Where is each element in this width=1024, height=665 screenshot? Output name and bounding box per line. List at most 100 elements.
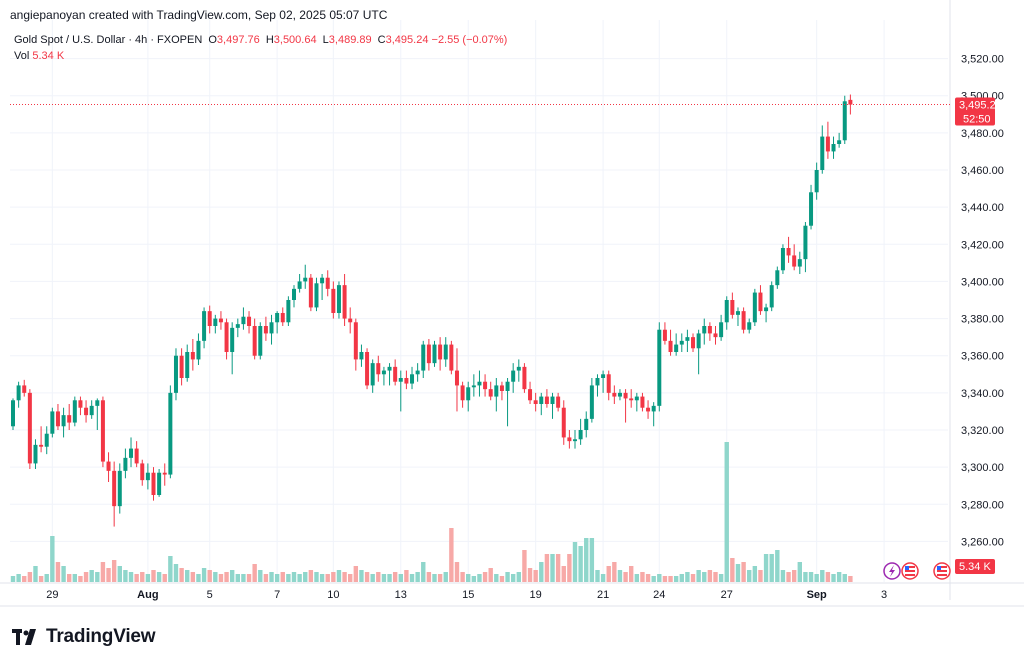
candle-body [387,366,392,371]
volume-bar [803,572,808,582]
candle-body [426,344,431,364]
volume-bar [494,574,499,582]
last-price-badge: 3,495.24 52:50 [955,97,1002,126]
volume-bar [387,574,392,582]
time-tick-label: 15 [462,589,474,601]
candle-body [61,415,66,427]
volume-bar [336,570,342,582]
volume-bar [303,572,308,582]
candle-body [336,285,341,313]
volume-bar [814,574,819,582]
candle-body [404,378,409,384]
volume-bar [128,572,134,582]
volume-bar [679,574,684,582]
candle-body [696,333,701,349]
close-value: 3,495.24 [385,34,429,46]
candle-body [601,374,606,378]
volume-bar [392,572,398,582]
volume-bar [443,572,448,582]
candle-body [646,407,651,412]
volume-bar [606,566,611,582]
volume-bar [499,576,505,582]
volume-badge-label: 5.34 K [959,561,991,573]
volume-bar [539,562,544,582]
candle-body [39,444,44,447]
candle-body [674,344,679,352]
candle-body [617,392,622,397]
candle-body [578,430,583,440]
lightning-event-icon[interactable] [883,562,901,580]
volume-bar [516,572,521,582]
volume-bar [668,576,673,582]
brand-logo[interactable]: TradingView [12,626,156,648]
volume-bar [72,574,78,582]
volume-bar [297,574,302,582]
candle-body [679,340,684,345]
volume-bar [325,574,330,582]
volume-bar [629,566,634,582]
candle-body [713,333,718,338]
candle-body [218,318,223,323]
candle-body [117,470,122,507]
volume-bar [752,566,758,582]
volume-bar [421,562,426,582]
candle-body [202,311,207,341]
volume-bar [196,574,201,582]
volume-bar [662,576,668,582]
volume-bar [718,574,724,582]
candle-body [820,136,825,170]
symbol-label[interactable]: Gold Spot / U.S. Dollar · 4h · FXOPEN [14,34,203,46]
volume-bar [218,574,224,582]
volume-bar [673,576,679,582]
volume-bar [578,546,583,582]
volume-bar [831,574,836,582]
price-axis[interactable]: 3,260.00 3,280.00 3,300.00 3,320.00 3,340.00… [961,54,1004,549]
volume-bar [466,574,471,582]
price-tick-label: 3,280.00 [961,499,1004,511]
candle-body [432,344,437,364]
candle-body [16,385,21,401]
candle-body [196,340,201,360]
candle-body [842,101,847,141]
ohlc-legend[interactable]: Gold Spot / U.S. Dollar · 4h · FXOPEN O3… [14,34,507,46]
candle-body [471,385,476,388]
candle-body [634,396,639,401]
volume-bar [550,554,555,582]
candle-body [269,322,274,334]
candle-body [11,400,15,427]
candle-body [825,136,830,152]
last-price-label: 3,495.24 [959,100,1002,112]
volume-bar [589,538,595,582]
volume-value: 5.34 K [32,50,65,62]
candle-body [764,307,769,312]
candle-body [95,400,100,406]
volume-bar [561,566,566,582]
candle-body [410,374,415,384]
volume-bar [640,572,645,582]
candle-body [55,411,60,427]
candle-body [348,318,353,323]
candle-body [89,405,94,416]
time-tick-label: 10 [327,589,339,601]
volume-bar [769,554,774,582]
candle-body [308,277,313,308]
chart-grid [0,0,1024,607]
time-axis[interactable]: 29 Aug 5 7 10 13 15 19 21 24 27 Sep 3 [46,589,887,601]
volume-bar [437,574,443,582]
candle-body [809,192,814,226]
us-flag-event-icon[interactable] [901,562,919,580]
price-tick-label: 3,400.00 [961,276,1004,288]
candle-body [145,472,150,481]
volume-bar [651,576,656,582]
volume-bar [567,554,572,582]
volume-badge: 5.34 K [955,559,995,574]
us-flag-axis-icon[interactable] [933,562,951,580]
volume-legend[interactable]: Vol 5.34 K [14,50,64,62]
price-tick-label: 3,300.00 [961,462,1004,474]
candle-body [466,387,471,401]
volume-bar [179,568,184,582]
candle-body [657,329,662,406]
volume-bar [808,572,814,582]
volume-bar [477,574,482,582]
candle-body [112,470,117,507]
